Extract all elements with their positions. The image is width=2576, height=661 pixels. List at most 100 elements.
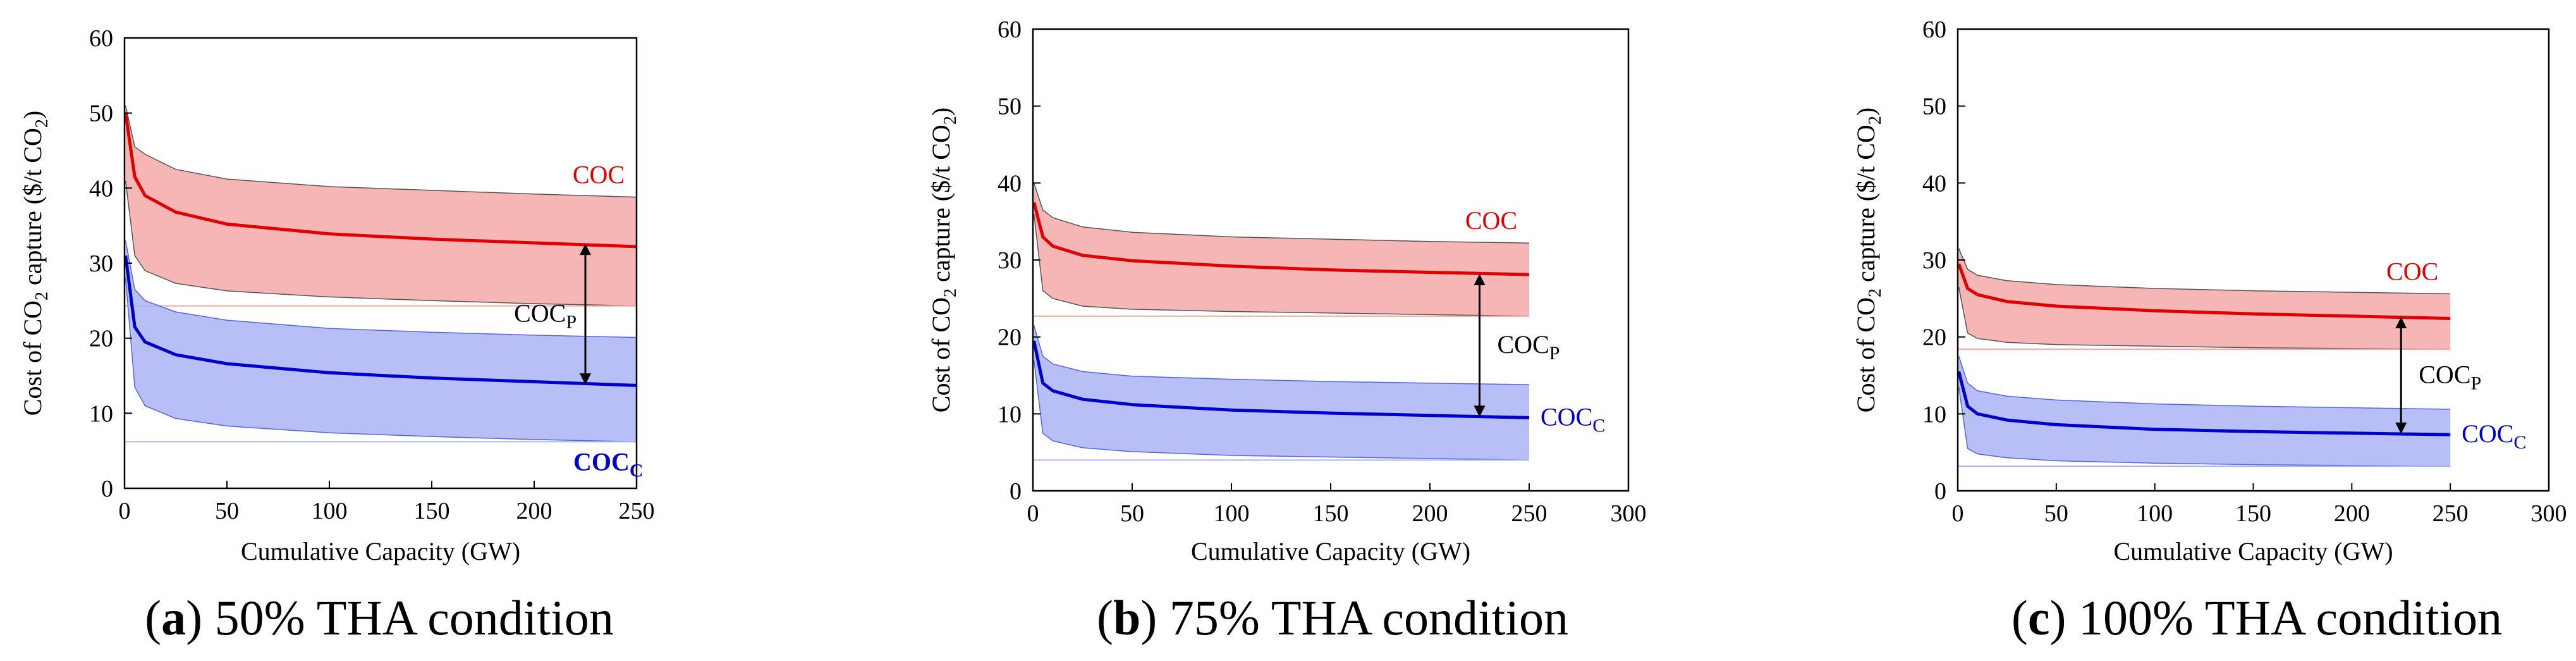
y-axis-label: Cost of CO2 capture ($/t CO2) <box>927 108 960 412</box>
annotation-label: COCP <box>1498 330 1560 364</box>
panel-caption: (b) 75% THA condition <box>1097 590 1568 645</box>
band-upper-edge <box>125 240 637 338</box>
y-label-part: ) <box>927 108 955 116</box>
series-line-cocc <box>124 255 637 387</box>
y-tick-label: 10 <box>998 401 1022 428</box>
x-tick-label: 300 <box>1611 500 1647 527</box>
band-lower-edge <box>1033 213 1530 317</box>
y-label-sub: 2 <box>941 116 960 125</box>
x-tick-label: 150 <box>414 498 450 524</box>
band-lower-edge <box>125 278 637 443</box>
annotation-arrowhead-top <box>2395 317 2407 329</box>
y-tick-label: 20 <box>998 324 1022 351</box>
y-label-part: Cost of CO <box>18 300 47 416</box>
y-tick-label: 30 <box>1922 247 1946 274</box>
annotation-label-text: COC <box>514 299 566 328</box>
series-label-coc: COC <box>573 161 625 189</box>
y-tick-label: 60 <box>1922 16 1946 43</box>
series-label-text: COC <box>1465 206 1517 235</box>
series-line-cocc <box>1032 340 1530 419</box>
y-tick-label: 50 <box>1922 94 1946 120</box>
series-label-sub: C <box>630 460 644 481</box>
x-tick-label: 300 <box>2531 500 2567 527</box>
series-label-cocc: COCC <box>2462 419 2526 453</box>
annotation-label: COCP <box>2419 361 2481 394</box>
y-label-part: Cost of CO <box>1852 297 1880 412</box>
y-axis-label: Cost of CO2 capture ($/t CO2) <box>18 111 52 416</box>
series-label-text: COC <box>2386 257 2438 286</box>
y-tick-label: 30 <box>998 247 1022 274</box>
x-tick-label: 200 <box>516 498 552 524</box>
annotation-label-sub: P <box>1549 343 1560 364</box>
y-tick-label: 10 <box>89 400 113 427</box>
y-tick-label: 50 <box>998 94 1022 120</box>
band-cocc <box>125 240 637 442</box>
caption-text: 100% THA condition <box>2066 590 2502 645</box>
series-label-text: COC <box>1541 402 1592 431</box>
y-tick-label: 10 <box>1922 401 1946 428</box>
caption-paren: ( <box>145 590 161 645</box>
y-label-sub: 2 <box>1865 288 1885 297</box>
x-tick-label: 100 <box>1214 500 1250 527</box>
caption-paren: ) <box>1140 590 1157 645</box>
y-tick-label: 20 <box>89 326 113 352</box>
y-label-part: capture ($/t CO <box>927 125 955 288</box>
caption-text: 75% THA condition <box>1157 590 1568 645</box>
band-coc <box>1034 183 1529 316</box>
series-label-text: COC <box>573 161 625 189</box>
x-tick-label: 0 <box>119 498 131 524</box>
series-label-sub: C <box>1592 415 1605 436</box>
x-tick-label: 150 <box>1313 500 1349 527</box>
band-lower-edge <box>1033 360 1530 461</box>
series-label-coc: COC <box>1465 206 1517 235</box>
chart-panel-b: 0 10 20 30 40 50 60 0 50 100 150 200 250 300 Cumulativ… <box>927 16 1647 645</box>
x-tick-label: 100 <box>312 498 348 524</box>
y-tick-label: 40 <box>1922 170 1946 197</box>
series-label-text: COC <box>573 447 630 476</box>
chart-panel-a: 0 10 20 30 40 50 60 0 50 100 150 200 250 Cumulative C… <box>18 25 655 645</box>
y-tick-label: 60 <box>998 16 1022 43</box>
series-label-coc: COC <box>2386 257 2438 286</box>
panel-caption: (c) 100% THA condition <box>2011 590 2502 645</box>
y-label-sub: 2 <box>941 288 960 297</box>
caption-letter: a <box>161 590 186 645</box>
band-cocc <box>1034 325 1529 460</box>
x-tick-label: 50 <box>1120 500 1144 527</box>
series-line-coc <box>1957 263 2451 320</box>
annotation-arrowhead-bottom <box>1474 405 1486 417</box>
band-cocc <box>1958 356 2451 467</box>
band-upper-edge <box>1033 325 1530 385</box>
series-line-coc <box>124 113 637 249</box>
band-upper-edge <box>1033 183 1530 244</box>
annotation-label: COCP <box>514 299 577 333</box>
caption-text: 50% THA condition <box>202 590 614 645</box>
annotation-arrowhead-bottom <box>580 373 591 385</box>
y-label-part: capture ($/t CO <box>1852 125 1880 288</box>
annotation-label-text: COC <box>2419 361 2470 389</box>
series-label-text: COC <box>2462 419 2513 448</box>
x-tick-label: 250 <box>1511 500 1547 527</box>
x-tick-label: 200 <box>2334 500 2370 527</box>
x-tick-label: 50 <box>215 498 239 524</box>
x-axis-label: Cumulative Capacity (GW) <box>2113 537 2393 565</box>
caption-paren: ( <box>2011 590 2028 645</box>
x-tick-label: 250 <box>2433 500 2469 527</box>
caption-letter: b <box>1113 590 1140 645</box>
y-label-part: Cost of CO <box>927 297 955 412</box>
y-label-part: ) <box>1852 108 1880 116</box>
y-tick-label: 40 <box>89 175 113 202</box>
x-tick-label: 0 <box>1952 500 1964 527</box>
chart-panel-c: 0 10 20 30 40 50 60 0 50 100 150 200 250 300 Cumulativ… <box>1852 16 2567 645</box>
band-lower-edge <box>1958 386 2451 467</box>
y-tick-label: 0 <box>101 476 113 502</box>
annotation-label-sub: P <box>566 312 577 333</box>
x-axis-label: Cumulative Capacity (GW) <box>1191 537 1470 565</box>
y-label-sub: 2 <box>1865 116 1885 125</box>
band-coc <box>1958 248 2451 350</box>
x-axis-label: Cumulative Capacity (GW) <box>241 537 520 565</box>
caption-letter: c <box>2028 590 2050 645</box>
x-tick-label: 0 <box>1027 500 1039 527</box>
y-label-part: capture ($/t CO <box>18 128 47 292</box>
band-lower-edge <box>125 180 637 307</box>
x-tick-label: 50 <box>2044 500 2068 527</box>
